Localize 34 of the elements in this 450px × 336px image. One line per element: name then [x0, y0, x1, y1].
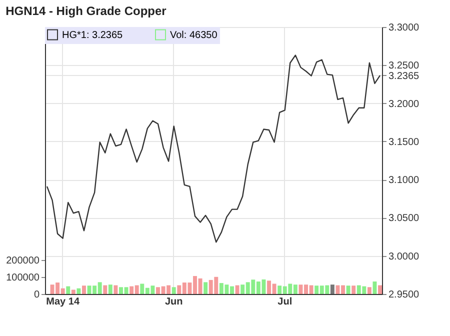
bar: [71, 290, 76, 294]
bar: [172, 287, 176, 294]
y2-tick-label: 3.1500: [388, 136, 420, 148]
chart-title: HGN14 - High Grade Copper: [6, 4, 167, 18]
y-tick-label: 200000: [6, 255, 40, 266]
x-tick-label: Jul: [278, 296, 292, 308]
bar: [235, 285, 240, 294]
y2-tick-label: 3.2000: [388, 98, 420, 110]
y2-tick-label: 3.1000: [388, 175, 420, 186]
legend-label: HG*1: 3.2365: [62, 30, 124, 41]
y2-tick-label: 2.9500: [388, 290, 420, 300]
y-tick-label: 0: [34, 290, 40, 300]
bar: [82, 286, 86, 294]
y-tick-label: 100000: [6, 272, 40, 284]
bar: [76, 288, 81, 294]
bar: [103, 285, 108, 294]
x-tick-label: May 14: [46, 296, 80, 308]
legend-label: Vol: 46350: [170, 30, 218, 41]
bar: [114, 285, 118, 294]
bar: [367, 287, 372, 294]
y2-tick-label: 3.3000: [388, 22, 420, 34]
bar: [346, 286, 350, 294]
y2-tick-label: 3.2500: [388, 60, 420, 72]
x-tick-label: Jun: [164, 296, 183, 308]
y2-tick-label: 3.2365: [388, 70, 420, 82]
bar: [352, 286, 356, 294]
bar: [204, 282, 208, 294]
bar: [66, 286, 70, 294]
bar: [378, 285, 382, 294]
bar: [330, 284, 334, 294]
y2-tick-label: 3.0000: [388, 251, 420, 262]
y2-tick-label: 3.0500: [388, 213, 420, 224]
bar: [372, 282, 377, 294]
bar: [108, 284, 112, 294]
